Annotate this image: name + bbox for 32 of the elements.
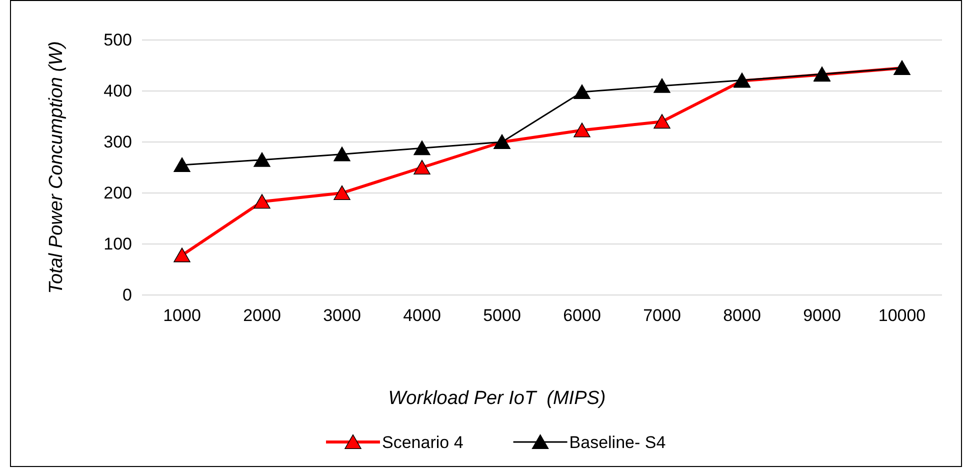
y-tick-label: 200 (104, 183, 132, 202)
point (174, 157, 190, 172)
point (414, 160, 430, 174)
y-axis-title: Total Power Concumption (W) (46, 41, 67, 294)
x-tick-label: 7000 (643, 306, 681, 326)
point (654, 114, 670, 129)
point (414, 140, 430, 156)
point (174, 248, 190, 262)
x-tick-label: 3000 (323, 306, 361, 326)
point (334, 146, 350, 162)
x-axis-title: Workload Per IoT (MIPS) (388, 388, 606, 409)
x-tick-label: 1000 (163, 306, 201, 326)
x-tick-label: 2000 (243, 306, 281, 326)
y-tick-label: 300 (104, 132, 132, 152)
x-tick-label: 4000 (403, 306, 441, 326)
x-tick-label: 9000 (803, 306, 841, 326)
point (574, 84, 590, 100)
x-tick-label: 5000 (483, 306, 521, 326)
legend-label: Scenario 4 (382, 433, 464, 452)
x-tick-label: 10000 (878, 306, 926, 326)
point (254, 194, 270, 209)
point (654, 78, 670, 93)
x-tick-label: 6000 (563, 306, 601, 326)
point (334, 185, 350, 200)
point (574, 122, 590, 138)
legend-label: Baseline- S4 (569, 433, 666, 452)
y-tick-label: 0 (122, 285, 132, 304)
y-tick-label: 500 (104, 30, 132, 50)
y-tick-label: 100 (104, 234, 132, 254)
x-tick-label: 8000 (723, 306, 761, 326)
y-tick-label: 400 (104, 81, 132, 100)
point (254, 152, 270, 167)
